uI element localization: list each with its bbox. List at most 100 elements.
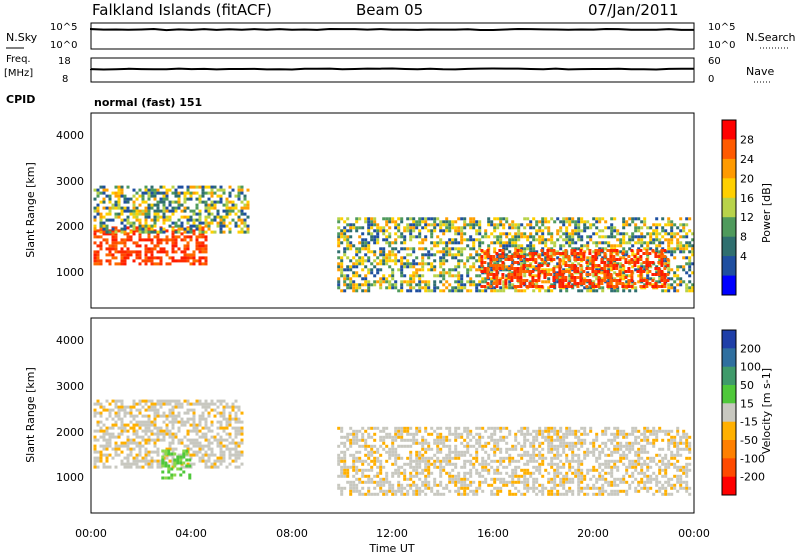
velocity-cell bbox=[412, 489, 416, 493]
velocity-cell bbox=[622, 450, 626, 454]
velocity-cell bbox=[505, 480, 509, 484]
velocity-cell bbox=[490, 447, 494, 451]
power-cell bbox=[490, 232, 494, 236]
power-cell bbox=[186, 185, 190, 189]
velocity-cell bbox=[616, 435, 620, 439]
power-cell bbox=[573, 267, 577, 270]
velocity-cell bbox=[532, 465, 536, 469]
velocity-cell bbox=[580, 438, 584, 442]
power-cell bbox=[370, 262, 374, 266]
velocity-cell bbox=[394, 450, 398, 454]
velocity-cell bbox=[141, 456, 145, 460]
velocity-cell bbox=[179, 461, 183, 465]
velocity-cell bbox=[418, 453, 422, 457]
power-cell bbox=[198, 262, 202, 266]
velocity-cell bbox=[460, 435, 464, 439]
power-cell bbox=[663, 249, 667, 252]
power-cell bbox=[546, 258, 550, 261]
velocity-cell bbox=[619, 444, 623, 448]
power-cell bbox=[174, 188, 178, 192]
velocity-cell bbox=[559, 483, 563, 487]
velocity-cell bbox=[111, 417, 115, 421]
velocity-cell bbox=[222, 444, 226, 448]
velocity-cell bbox=[424, 477, 428, 481]
velocity-cell bbox=[219, 453, 223, 457]
power-cell bbox=[639, 285, 643, 288]
velocity-cell bbox=[469, 429, 473, 433]
power-cell bbox=[610, 235, 614, 239]
power-cell bbox=[189, 262, 193, 266]
velocity-cell bbox=[613, 447, 617, 451]
velocity-cell bbox=[192, 438, 196, 442]
power-cell bbox=[616, 289, 620, 293]
velocity-cell bbox=[574, 441, 578, 445]
power-cell bbox=[664, 223, 668, 227]
velocity-cell bbox=[228, 417, 232, 421]
power-cell bbox=[637, 274, 641, 278]
power-cell bbox=[609, 279, 613, 282]
power-cell bbox=[532, 226, 536, 230]
power-cell bbox=[625, 232, 629, 236]
power-cell bbox=[192, 185, 196, 189]
power-cell bbox=[685, 244, 689, 248]
power-cell bbox=[213, 203, 217, 207]
velocity-cell bbox=[640, 450, 644, 454]
power-cell bbox=[394, 283, 398, 287]
velocity-cell bbox=[601, 474, 605, 478]
velocity-cell bbox=[505, 456, 509, 460]
velocity-cell bbox=[616, 459, 620, 463]
power-cell bbox=[495, 270, 499, 273]
power-cell bbox=[598, 229, 602, 233]
velocity-cell bbox=[412, 465, 416, 469]
power-cell bbox=[382, 262, 386, 266]
power-cell bbox=[526, 235, 530, 239]
velocity-cell bbox=[409, 465, 413, 469]
velocity-cell bbox=[532, 489, 536, 493]
velocity-cell bbox=[667, 492, 671, 496]
power-cell bbox=[120, 250, 124, 254]
power-cell bbox=[117, 215, 121, 219]
power-cell bbox=[439, 259, 443, 263]
velocity-cell bbox=[547, 435, 551, 439]
velocity-cell bbox=[535, 432, 539, 436]
power-cell bbox=[433, 223, 437, 227]
power-cell bbox=[445, 253, 449, 257]
power-cell bbox=[604, 235, 608, 239]
power-cell bbox=[489, 258, 493, 261]
velocity-cell bbox=[595, 459, 599, 463]
velocity-cell bbox=[96, 450, 100, 454]
power-cell bbox=[541, 280, 545, 284]
velocity-cell bbox=[167, 449, 171, 453]
power-cell bbox=[589, 286, 593, 290]
velocity-cell bbox=[643, 435, 647, 439]
power-cell bbox=[673, 286, 677, 290]
velocity-cell bbox=[574, 459, 578, 463]
power-cell bbox=[618, 258, 622, 261]
velocity-cell bbox=[481, 447, 485, 451]
velocity-cell bbox=[388, 453, 392, 457]
velocity-cell bbox=[616, 477, 620, 481]
velocity-cell bbox=[185, 464, 189, 468]
power-cell bbox=[457, 247, 461, 251]
velocity-cell bbox=[144, 459, 148, 463]
power-cell bbox=[367, 229, 371, 233]
velocity-cell bbox=[382, 435, 386, 439]
velocity-cell bbox=[213, 435, 217, 439]
velocity-cell bbox=[183, 420, 187, 424]
power-cell bbox=[573, 258, 577, 261]
power-cell bbox=[546, 273, 550, 276]
velocity-cell bbox=[610, 483, 614, 487]
velocity-cell bbox=[234, 405, 238, 409]
power-cell bbox=[664, 229, 668, 233]
velocity-cell bbox=[192, 429, 196, 433]
power-cell bbox=[189, 253, 193, 257]
velocity-cell bbox=[240, 432, 244, 436]
power-cell bbox=[595, 241, 599, 245]
power-cell bbox=[186, 227, 190, 231]
velocity-cell bbox=[487, 441, 491, 445]
power-cell bbox=[663, 282, 667, 285]
power-cell bbox=[451, 238, 455, 242]
power-cell bbox=[595, 232, 599, 236]
power-cell bbox=[123, 197, 127, 201]
freq-label: Freq. bbox=[6, 54, 31, 65]
